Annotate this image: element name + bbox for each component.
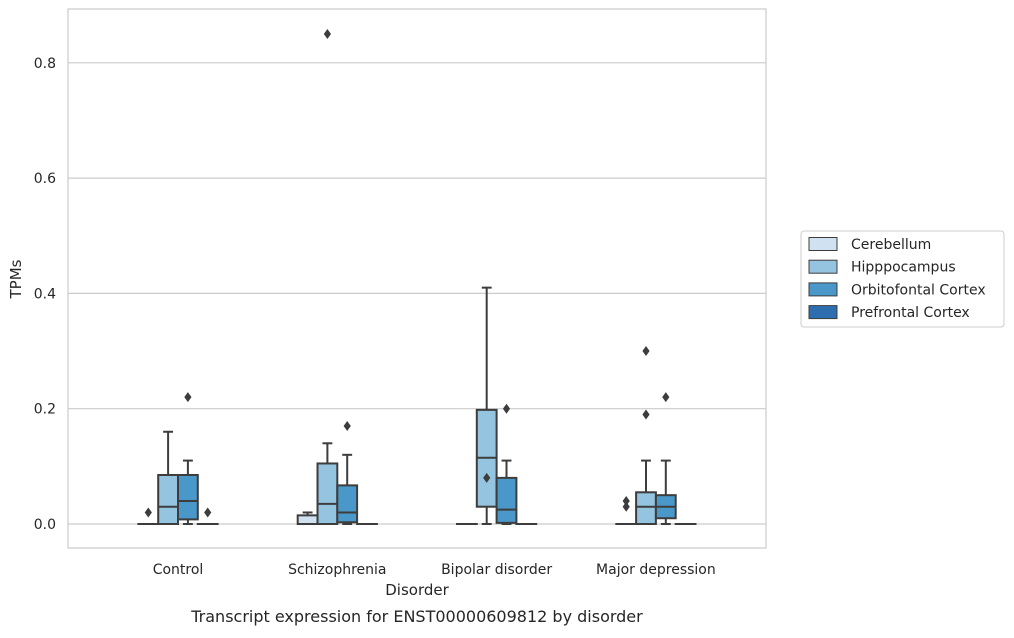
y-tick-label: 0.0 xyxy=(34,517,56,533)
box-orbitofontal-cortex xyxy=(656,392,676,524)
iqr-box xyxy=(636,492,656,524)
box-hipppocampus xyxy=(158,432,178,524)
box-groups xyxy=(138,29,695,524)
box-hipppocampus xyxy=(318,29,338,524)
iqr-box xyxy=(497,478,517,523)
iqr-box xyxy=(318,463,338,524)
x-tick-label: Control xyxy=(153,562,204,578)
grid-lines xyxy=(68,63,766,524)
outlier-point xyxy=(623,496,630,506)
box-cerebellum xyxy=(138,507,158,524)
outlier-point xyxy=(145,507,152,517)
legend-swatch xyxy=(809,260,837,273)
legend-label: Hipppocampus xyxy=(851,260,956,276)
y-tick-label: 0.4 xyxy=(34,286,56,302)
x-tick-label: Major depression xyxy=(596,562,716,578)
outlier-point xyxy=(662,392,669,402)
box-orbitofontal-cortex xyxy=(497,404,517,524)
legend-swatch xyxy=(809,238,837,251)
y-tick-labels: 0.0 0.2 0.4 0.6 0.8 xyxy=(34,56,56,533)
box-cerebellum xyxy=(616,496,636,524)
outlier-point xyxy=(204,507,211,517)
x-tick-label: Bipolar disorder xyxy=(441,562,552,578)
iqr-box xyxy=(337,485,357,522)
iqr-box xyxy=(178,475,198,519)
figure-caption: Transcript expression for ENST0000060981… xyxy=(190,607,643,626)
y-axis-label: TPMs xyxy=(7,259,25,299)
plot-frame xyxy=(68,9,766,548)
x-tick-label: Schizophrenia xyxy=(288,562,386,578)
box-cerebellum xyxy=(298,512,318,524)
legend-label: Cerebellum xyxy=(851,237,931,253)
legend-swatch xyxy=(809,283,837,296)
y-tick-label: 0.2 xyxy=(34,402,56,418)
outlier-point xyxy=(184,392,191,402)
box-orbitofontal-cortex xyxy=(178,392,198,524)
outlier-point xyxy=(324,29,331,39)
iqr-box xyxy=(298,515,318,524)
legend-swatch xyxy=(809,306,837,319)
x-axis-label: Disorder xyxy=(385,581,449,599)
box-hipppocampus xyxy=(636,346,656,524)
outlier-point xyxy=(503,404,510,414)
box-orbitofontal-cortex xyxy=(337,421,357,524)
legend-label: Orbitofontal Cortex xyxy=(851,282,986,298)
iqr-box xyxy=(158,475,178,524)
y-tick-label: 0.6 xyxy=(34,171,56,187)
x-tick-labels: Control Schizophrenia Bipolar disorder Majo… xyxy=(153,562,716,578)
legend: Cerebellum Hipppocampus Orbitofontal Corte… xyxy=(801,231,1004,327)
y-tick-label: 0.8 xyxy=(34,56,56,72)
box-prefrontal-cortex xyxy=(198,507,218,524)
box-hipppocampus xyxy=(477,288,497,524)
legend-label: Prefrontal Cortex xyxy=(851,305,970,321)
outlier-point xyxy=(344,421,351,431)
outlier-point xyxy=(642,409,649,419)
outlier-point xyxy=(642,346,649,356)
